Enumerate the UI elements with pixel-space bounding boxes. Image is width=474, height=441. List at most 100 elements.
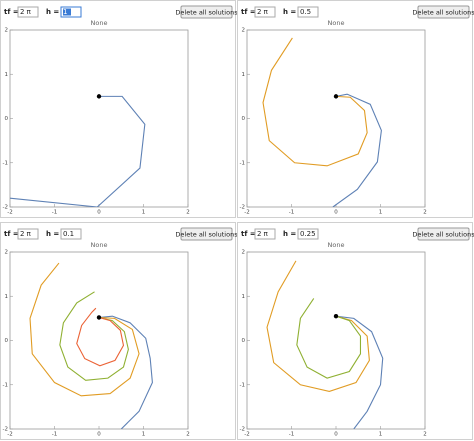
solution-curve bbox=[332, 93, 382, 207]
x-tick-label: 2 bbox=[423, 210, 427, 216]
tf-input[interactable] bbox=[254, 228, 276, 240]
x-tick-label: -2 bbox=[244, 210, 249, 216]
plot-area bbox=[10, 95, 146, 207]
h-label: h = bbox=[283, 8, 296, 16]
h-label: h = bbox=[46, 230, 59, 238]
solution-curve bbox=[59, 291, 129, 381]
h-value: 0.1 bbox=[63, 230, 74, 238]
start-point bbox=[96, 315, 102, 320]
y-tick-label: -2 bbox=[3, 427, 8, 433]
tf-input[interactable] bbox=[17, 6, 39, 18]
y-tick-label: -1 bbox=[240, 382, 245, 388]
plot-title: None bbox=[91, 241, 108, 249]
y-tick-label: 2 bbox=[242, 28, 246, 34]
y-tick-label: -1 bbox=[3, 382, 8, 388]
tf-input[interactable] bbox=[254, 6, 276, 18]
y-tick-label: -1 bbox=[240, 160, 245, 166]
tf-label: tf = bbox=[4, 230, 19, 238]
solution-curve bbox=[262, 37, 368, 167]
panel-background bbox=[237, 0, 473, 218]
panel: tf = 2 π h = 0.25 Delete all solutions None -2… bbox=[237, 222, 474, 440]
y-tick-label: 0 bbox=[5, 116, 9, 122]
solution-curve bbox=[10, 95, 146, 207]
delete-button-label: Delete all solutions bbox=[412, 231, 474, 239]
tf-input[interactable] bbox=[17, 228, 39, 240]
x-tick-label: 1 bbox=[379, 432, 383, 438]
delete-button[interactable] bbox=[417, 5, 470, 19]
y-tick-label: 1 bbox=[5, 72, 9, 78]
h-input[interactable] bbox=[297, 6, 319, 18]
h-value: 0.5 bbox=[300, 8, 311, 16]
delete-button[interactable] bbox=[180, 227, 233, 241]
h-value: 1 bbox=[63, 8, 67, 16]
h-label: h = bbox=[46, 8, 59, 16]
x-tick-label: 2 bbox=[423, 432, 427, 438]
y-tick-label: -1 bbox=[3, 160, 8, 166]
x-tick-label: -2 bbox=[244, 432, 249, 438]
x-tick-label: 0 bbox=[334, 432, 338, 438]
y-tick-label: -2 bbox=[240, 427, 245, 433]
solution-curve bbox=[76, 307, 125, 367]
start-point bbox=[96, 94, 102, 99]
x-tick-label: 2 bbox=[186, 210, 190, 216]
start-point bbox=[333, 94, 339, 99]
h-input[interactable] bbox=[297, 228, 319, 240]
x-tick-label: -1 bbox=[289, 210, 294, 216]
solution-curve bbox=[29, 262, 140, 397]
panel: tf = 2 π h = 1 Delete all solutions None -2 -1 0… bbox=[0, 0, 238, 218]
h-input[interactable] bbox=[60, 228, 82, 240]
x-tick-label: -2 bbox=[7, 432, 12, 438]
tf-value: 2 π bbox=[20, 8, 32, 16]
x-tick-label: -1 bbox=[289, 432, 294, 438]
h-value: 0.25 bbox=[300, 230, 316, 238]
plot-title: None bbox=[328, 19, 345, 27]
h-label: h = bbox=[283, 230, 296, 238]
x-tick-label: -2 bbox=[7, 210, 12, 216]
panel-background bbox=[237, 222, 473, 440]
plot-title: None bbox=[91, 19, 108, 27]
solution-curve bbox=[98, 315, 153, 429]
y-tick-label: 1 bbox=[242, 72, 246, 78]
start-point bbox=[333, 313, 339, 319]
x-tick-label: 1 bbox=[142, 210, 146, 216]
y-tick-label: 2 bbox=[242, 250, 246, 256]
delete-button[interactable] bbox=[180, 5, 233, 19]
y-tick-label: 0 bbox=[242, 116, 246, 122]
tf-label: tf = bbox=[241, 8, 256, 16]
y-tick-label: 0 bbox=[242, 338, 246, 344]
plot-area bbox=[266, 260, 384, 429]
x-tick-label: 2 bbox=[186, 432, 190, 438]
tf-value: 2 π bbox=[257, 230, 269, 238]
x-tick-label: -1 bbox=[52, 210, 57, 216]
panel-background bbox=[0, 222, 236, 440]
y-tick-label: -2 bbox=[240, 205, 245, 211]
y-tick-label: 2 bbox=[5, 28, 9, 34]
y-tick-label: 1 bbox=[5, 294, 9, 300]
delete-button-label: Delete all solutions bbox=[412, 9, 474, 17]
y-tick-label: 2 bbox=[5, 250, 9, 256]
plot-area bbox=[262, 37, 382, 207]
solution-curve bbox=[335, 315, 384, 429]
tf-label: tf = bbox=[4, 8, 19, 16]
delete-button-label: Delete all solutions bbox=[175, 231, 238, 239]
x-tick-label: 1 bbox=[379, 210, 383, 216]
x-tick-label: 1 bbox=[142, 432, 146, 438]
x-tick-label: 0 bbox=[97, 432, 101, 438]
x-tick-label: 0 bbox=[334, 210, 338, 216]
x-tick-label: -1 bbox=[52, 432, 57, 438]
y-tick-label: 0 bbox=[5, 338, 9, 344]
tf-label: tf = bbox=[241, 230, 256, 238]
solution-curve bbox=[266, 260, 370, 392]
y-tick-label: 1 bbox=[242, 294, 246, 300]
h-selection bbox=[63, 8, 71, 16]
tf-value: 2 π bbox=[257, 8, 269, 16]
y-tick-label: -2 bbox=[3, 205, 8, 211]
delete-button-label: Delete all solutions bbox=[175, 9, 238, 17]
plot-title: None bbox=[328, 241, 345, 249]
plot-area bbox=[29, 262, 153, 429]
delete-button[interactable] bbox=[417, 227, 470, 241]
x-tick-label: 0 bbox=[97, 210, 101, 216]
